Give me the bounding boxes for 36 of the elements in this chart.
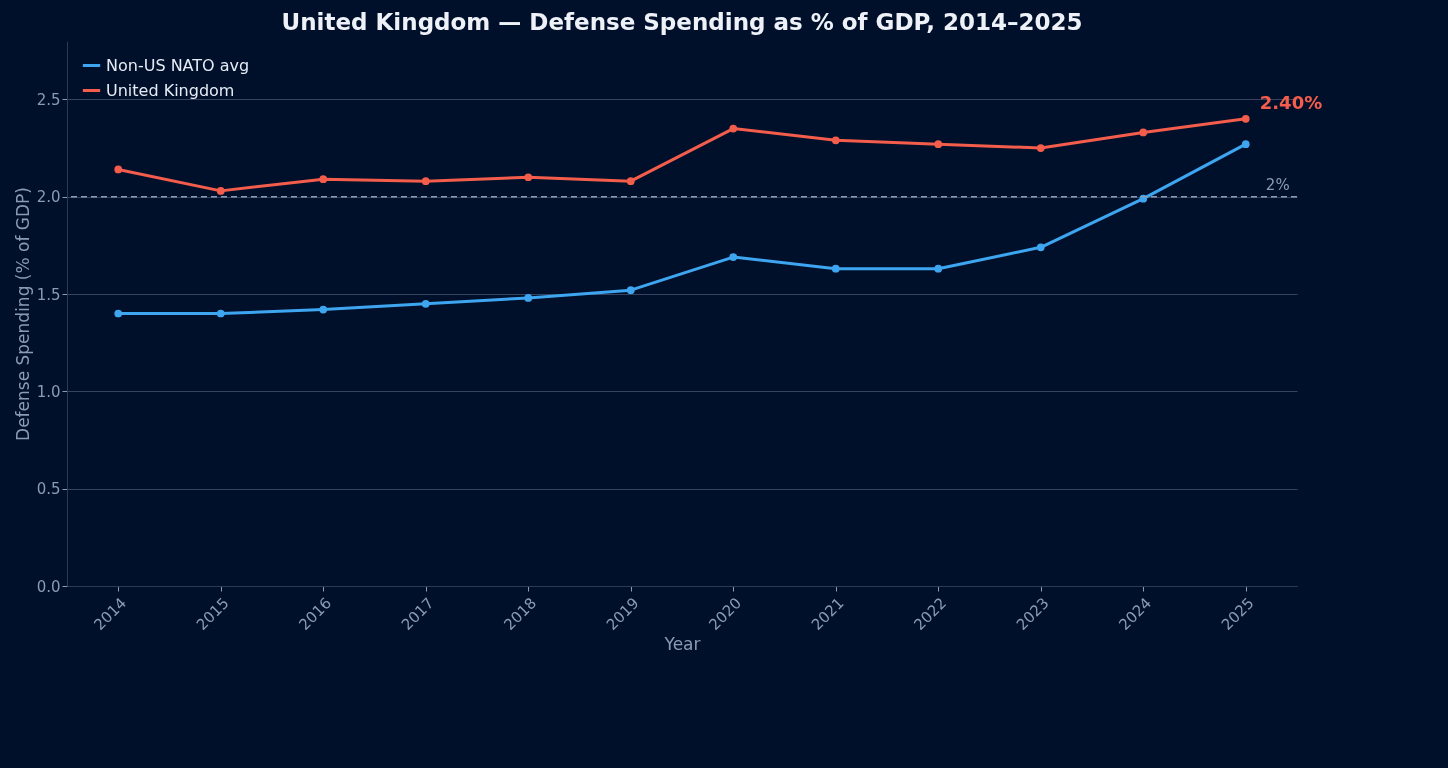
legend-label: Non-US NATO avg xyxy=(106,55,250,75)
y-tick-label: 0.0 xyxy=(36,577,61,596)
y-tick-label: 1.0 xyxy=(36,382,61,401)
point xyxy=(1139,128,1148,137)
point xyxy=(216,187,225,195)
point xyxy=(421,177,430,186)
ref-line-label: 2% xyxy=(1265,175,1290,194)
point xyxy=(1241,140,1250,149)
annotation: 2.40% xyxy=(1259,91,1323,113)
point xyxy=(729,253,738,261)
point xyxy=(114,165,123,174)
point xyxy=(524,294,533,302)
point xyxy=(831,264,840,273)
point xyxy=(114,309,123,318)
point xyxy=(934,140,943,149)
legend-label: United Kingdom xyxy=(106,80,235,100)
point xyxy=(626,177,635,186)
point xyxy=(421,299,430,308)
y-tick-label: 2.0 xyxy=(36,188,61,207)
point xyxy=(1036,144,1045,152)
point xyxy=(1036,243,1045,252)
chart-title: United Kingdom — Defense Spending as % of GDP, 2014–2025 xyxy=(281,9,1083,35)
point xyxy=(729,124,738,133)
y-tick-label: 0.5 xyxy=(36,480,61,499)
y-tick-label: 2.5 xyxy=(36,90,61,109)
x-axis-title: Year xyxy=(663,634,701,655)
point xyxy=(216,309,225,318)
point xyxy=(626,286,635,295)
y-tick-label: 1.5 xyxy=(36,285,61,304)
y-axis-title: Defense Spending (% of GDP) xyxy=(12,187,33,441)
point xyxy=(831,136,840,145)
point xyxy=(524,173,533,182)
point xyxy=(319,175,328,184)
point xyxy=(1241,114,1250,123)
point xyxy=(319,305,328,314)
point xyxy=(934,264,943,273)
